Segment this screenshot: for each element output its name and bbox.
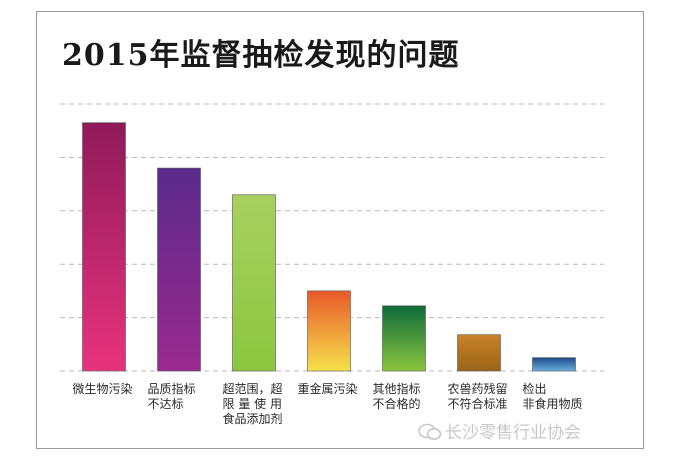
category-label-1: 微生物污染 [73, 381, 133, 396]
category-label-line: 食品添加剂 [223, 411, 283, 426]
category-label-3: 超范围，超限 量 使 用食品添加剂 [223, 381, 283, 426]
category-label-line: 重金属污染 [298, 381, 358, 396]
wechat-icon [418, 423, 442, 440]
bar-2 [157, 167, 201, 372]
category-label-4: 重金属污染 [298, 381, 358, 396]
bar-1 [82, 122, 126, 372]
category-label-6: 农兽药残留不符合标准 [448, 382, 508, 411]
category-label-5: 其他指标不合格的 [373, 381, 421, 411]
bars [82, 122, 576, 372]
bar-3 [232, 194, 276, 372]
category-label-line: 其他指标 [373, 381, 421, 396]
category-label-line: 品质指标 [148, 381, 196, 396]
bar-7 [532, 357, 576, 372]
bar-4 [307, 290, 351, 372]
category-label-2: 品质指标不达标 [148, 381, 196, 411]
watermark: 长沙零售行业协会 [418, 418, 638, 443]
category-label-line: 农兽药残留 [448, 382, 508, 396]
bar-5 [382, 305, 426, 372]
category-label-line: 不达标 [148, 397, 184, 411]
chart-title: 2015年监督抽检发现的问题 [62, 38, 460, 73]
category-label-line: 限 量 使 用 [223, 396, 282, 411]
watermark-text: 长沙零售行业协会 [445, 423, 581, 443]
category-label-line: 微生物污染 [73, 381, 133, 396]
category-label-line: 不合格的 [373, 396, 421, 411]
category-label-line: 超范围，超 [223, 381, 283, 396]
category-label-7: 检出非食用物质 [523, 381, 583, 411]
chart-frame [36, 11, 644, 449]
category-label-line: 检出 [523, 381, 547, 396]
category-label-line: 不符合标准 [448, 396, 508, 411]
category-label-line: 非食用物质 [523, 396, 583, 411]
bar-6 [457, 334, 501, 372]
